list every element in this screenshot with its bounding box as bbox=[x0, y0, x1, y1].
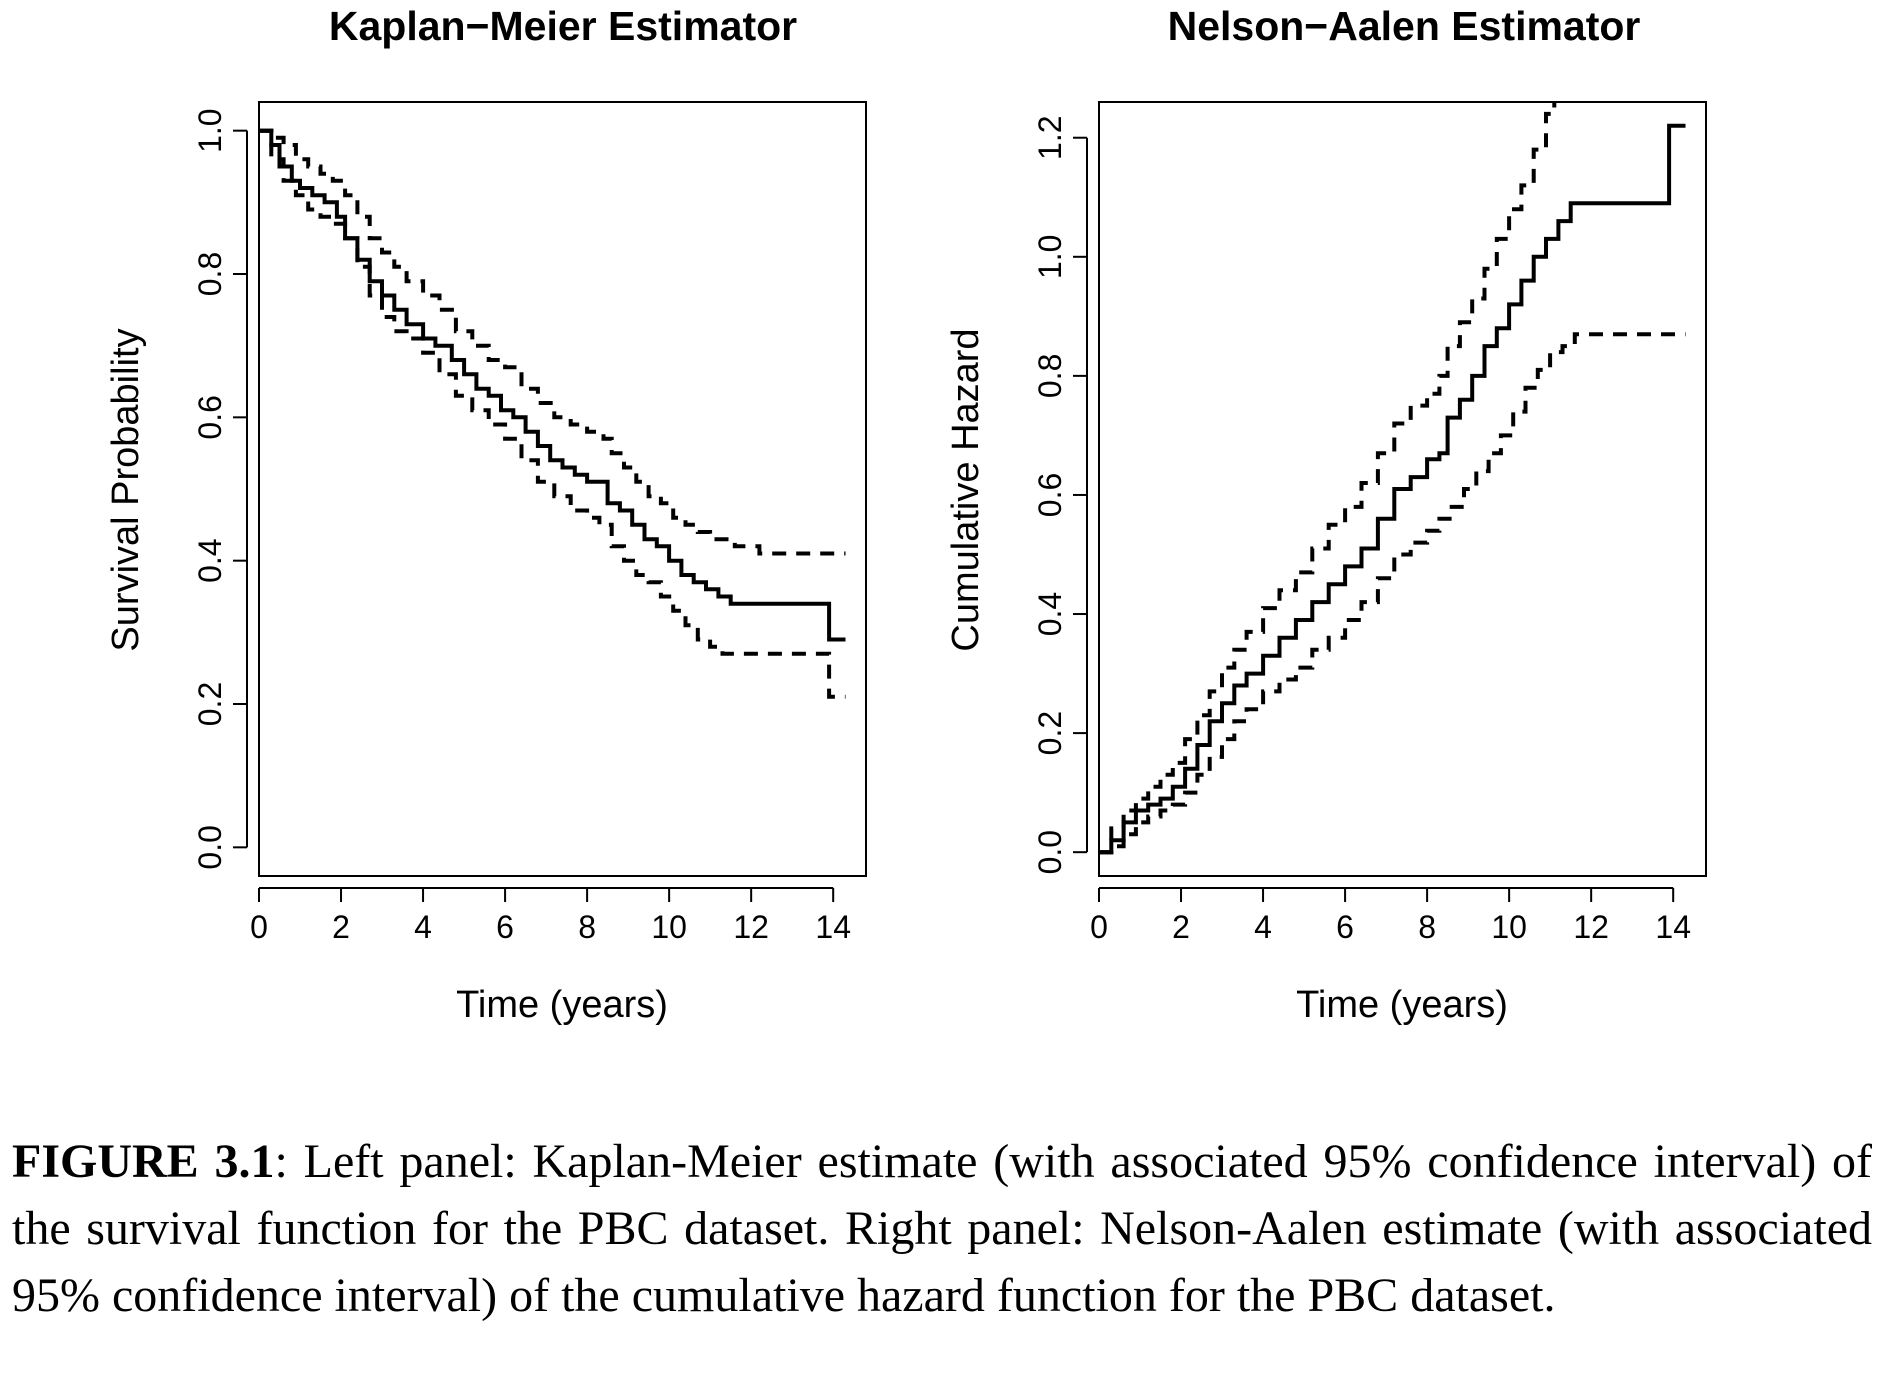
y-tick-label: 0.4 bbox=[192, 538, 228, 582]
x-tick-label: 8 bbox=[1418, 909, 1436, 945]
y-axis-label: Survival Probability bbox=[105, 328, 147, 651]
figure-caption: FIGURE 3.1: Left panel: Kaplan-Meier est… bbox=[12, 1128, 1872, 1329]
x-tick-label: 10 bbox=[651, 909, 687, 945]
x-tick-label: 6 bbox=[1336, 909, 1354, 945]
x-axis-label: Time (years) bbox=[1296, 984, 1508, 1026]
y-axis-label: Cumulative Hazard bbox=[945, 328, 987, 651]
estimate-curve bbox=[259, 128, 846, 642]
x-tick-label: 14 bbox=[1655, 909, 1691, 945]
x-tick-label: 0 bbox=[250, 909, 268, 945]
x-tick-label: 12 bbox=[733, 909, 769, 945]
x-tick-label: 2 bbox=[1172, 909, 1190, 945]
curves bbox=[259, 128, 846, 699]
plot-frame bbox=[1098, 101, 1707, 877]
x-axis: 0 2 4 6 8 10 12 14 bbox=[1090, 887, 1691, 945]
x-tick-label: 8 bbox=[578, 909, 596, 945]
y-tick-label: 0.2 bbox=[1032, 711, 1068, 755]
y-tick-label: 0.0 bbox=[1032, 830, 1068, 874]
y-tick-label: 0.6 bbox=[192, 395, 228, 439]
nelson-aalen-panel: Nelson−Aalen Estimator Cumulative Hazard… bbox=[945, 3, 1707, 1026]
y-tick-label: 0.0 bbox=[192, 825, 228, 869]
y-axis: 0.0 0.2 0.4 0.6 0.8 1.0 bbox=[192, 108, 248, 870]
x-tick-label: 14 bbox=[815, 909, 851, 945]
x-tick-label: 6 bbox=[496, 909, 514, 945]
upper-ci-curve bbox=[1099, 102, 1557, 855]
y-tick-label: 0.2 bbox=[192, 682, 228, 726]
caption-text: : Left panel: Kaplan-Meier estimate (wit… bbox=[12, 1135, 1872, 1322]
x-axis: 0 2 4 6 8 10 12 14 bbox=[250, 887, 851, 945]
kaplan-meier-panel: Kaplan−Meier Estimator Survival Probabil… bbox=[105, 3, 867, 1026]
y-axis: 0.0 0.2 0.4 0.6 0.8 1.0 1.2 bbox=[1032, 115, 1088, 874]
y-tick-label: 0.8 bbox=[1032, 354, 1068, 398]
y-tick-label: 0.8 bbox=[192, 252, 228, 296]
x-tick-label: 12 bbox=[1573, 909, 1609, 945]
x-tick-label: 10 bbox=[1491, 909, 1527, 945]
figure-label: FIGURE 3.1 bbox=[12, 1135, 275, 1188]
plot-frame bbox=[258, 101, 867, 877]
x-tick-label: 0 bbox=[1090, 909, 1108, 945]
x-axis-label: Time (years) bbox=[456, 984, 668, 1026]
x-tick-label: 2 bbox=[332, 909, 350, 945]
y-tick-label: 1.0 bbox=[1032, 235, 1068, 279]
upper-ci-curve bbox=[259, 128, 846, 556]
lower-ci-curve bbox=[1099, 332, 1686, 855]
y-tick-label: 0.6 bbox=[1032, 473, 1068, 517]
chart-title: Nelson−Aalen Estimator bbox=[1168, 3, 1641, 49]
estimate-curve bbox=[1099, 123, 1686, 855]
curves bbox=[1099, 102, 1686, 855]
y-tick-label: 0.4 bbox=[1032, 592, 1068, 636]
y-tick-label: 1.2 bbox=[1032, 115, 1068, 159]
chart-title: Kaplan−Meier Estimator bbox=[329, 3, 797, 49]
x-tick-label: 4 bbox=[1254, 909, 1272, 945]
y-tick-label: 1.0 bbox=[192, 108, 228, 152]
figure-panels: Kaplan−Meier Estimator Survival Probabil… bbox=[105, 3, 1707, 1026]
x-tick-label: 4 bbox=[414, 909, 432, 945]
